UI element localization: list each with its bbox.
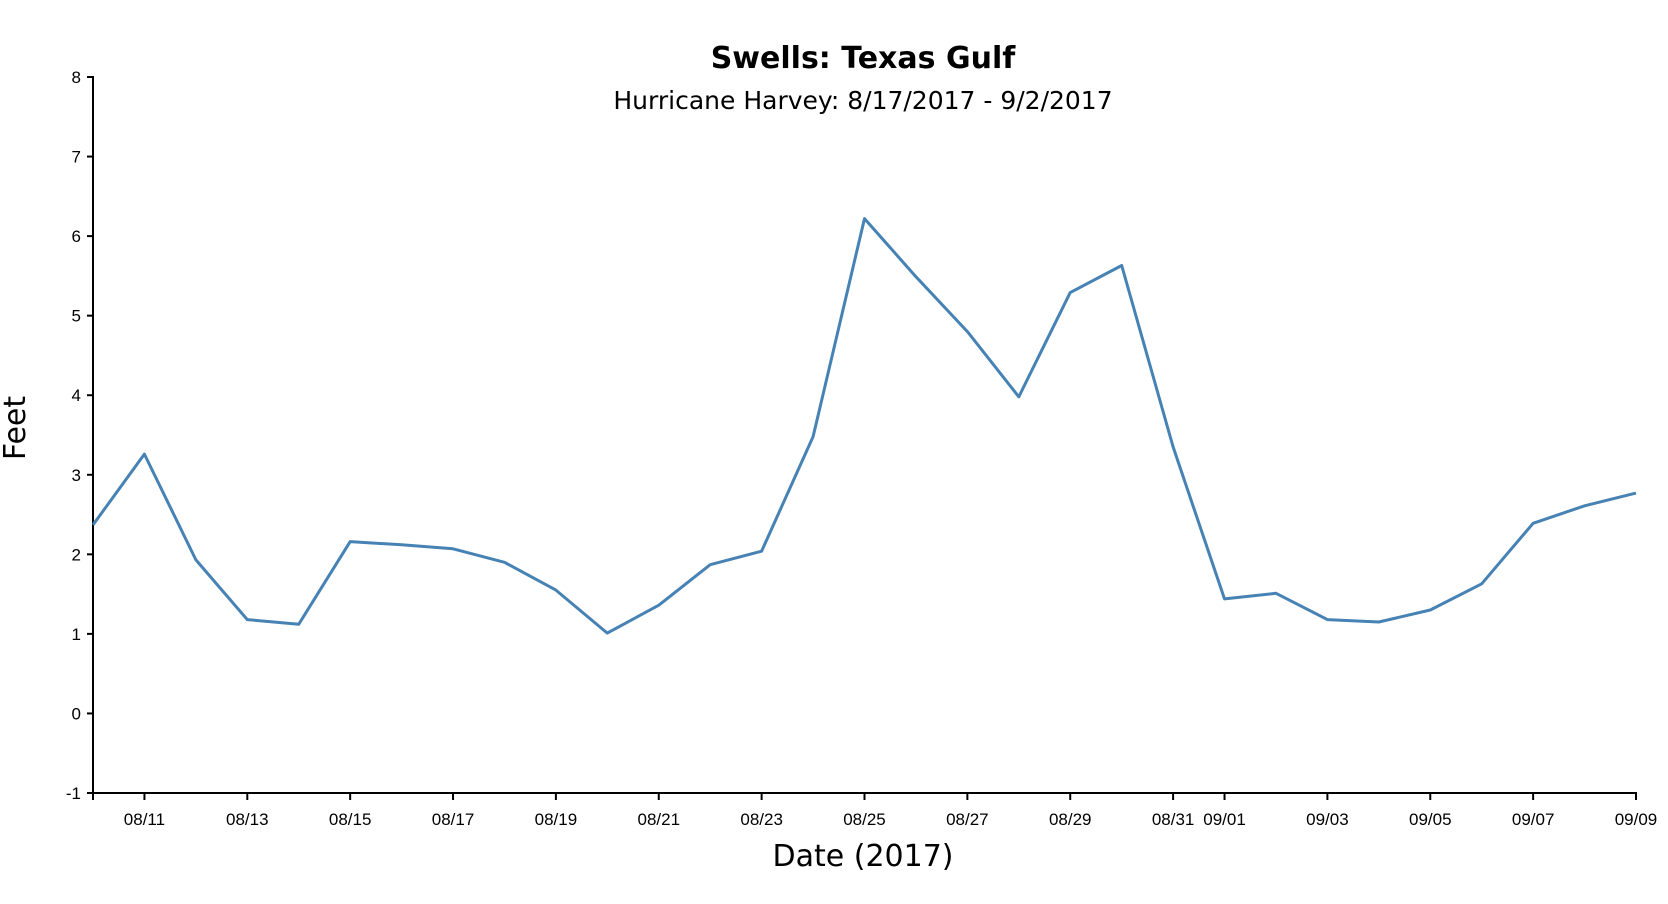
- x-tick-label: 08/21: [637, 810, 680, 829]
- plot-area: [91, 217, 1637, 635]
- series-line: [91, 217, 1637, 635]
- x-tick-label: 09/09: [1615, 810, 1658, 829]
- y-tick-label: 6: [72, 227, 81, 246]
- x-tick-label: 08/29: [1049, 810, 1092, 829]
- x-tick-label: 09/01: [1203, 810, 1246, 829]
- chart-title: Swells: Texas Gulf: [711, 41, 1017, 76]
- x-tick-label: 08/13: [226, 810, 269, 829]
- y-axis-line: [87, 76, 94, 794]
- x-tick-label: 09/07: [1512, 810, 1555, 829]
- y-tick-label: 3: [72, 466, 81, 485]
- x-tick-label: 09/05: [1409, 810, 1452, 829]
- x-axis-label: Date (2017): [773, 839, 954, 874]
- y-tick-label: -1: [66, 784, 81, 803]
- x-tick-label: 08/27: [946, 810, 989, 829]
- y-tick-label: 0: [72, 704, 81, 723]
- x-axis: 08/11 08/13 08/15 08/17 08/19 08/21 08/23 08/25…: [92, 792, 1658, 829]
- x-tick-label: 08/19: [535, 810, 578, 829]
- x-tick-label: 08/11: [124, 810, 165, 829]
- x-tick-label: 08/15: [329, 810, 372, 829]
- y-tick-label: 2: [72, 545, 81, 564]
- x-tick-label: 08/23: [740, 810, 783, 829]
- x-tick-label: 08/31: [1152, 810, 1195, 829]
- y-tick-label: 1: [72, 625, 81, 644]
- y-tick-label: 4: [72, 386, 81, 405]
- x-tick-label: 08/17: [432, 810, 475, 829]
- x-tick-label: 09/03: [1306, 810, 1349, 829]
- x-tick-label: 08/25: [843, 810, 886, 829]
- chart-subtitle: Hurricane Harvey: 8/17/2017 - 9/2/2017: [613, 86, 1112, 115]
- y-axis-label: Feet: [0, 396, 33, 461]
- y-tick-label: 7: [72, 148, 81, 167]
- y-tick-label: 5: [72, 307, 81, 326]
- y-tick-label: 8: [72, 68, 81, 87]
- y-axis: -1 0 1 2 3 4 5 6 7 8: [66, 68, 94, 803]
